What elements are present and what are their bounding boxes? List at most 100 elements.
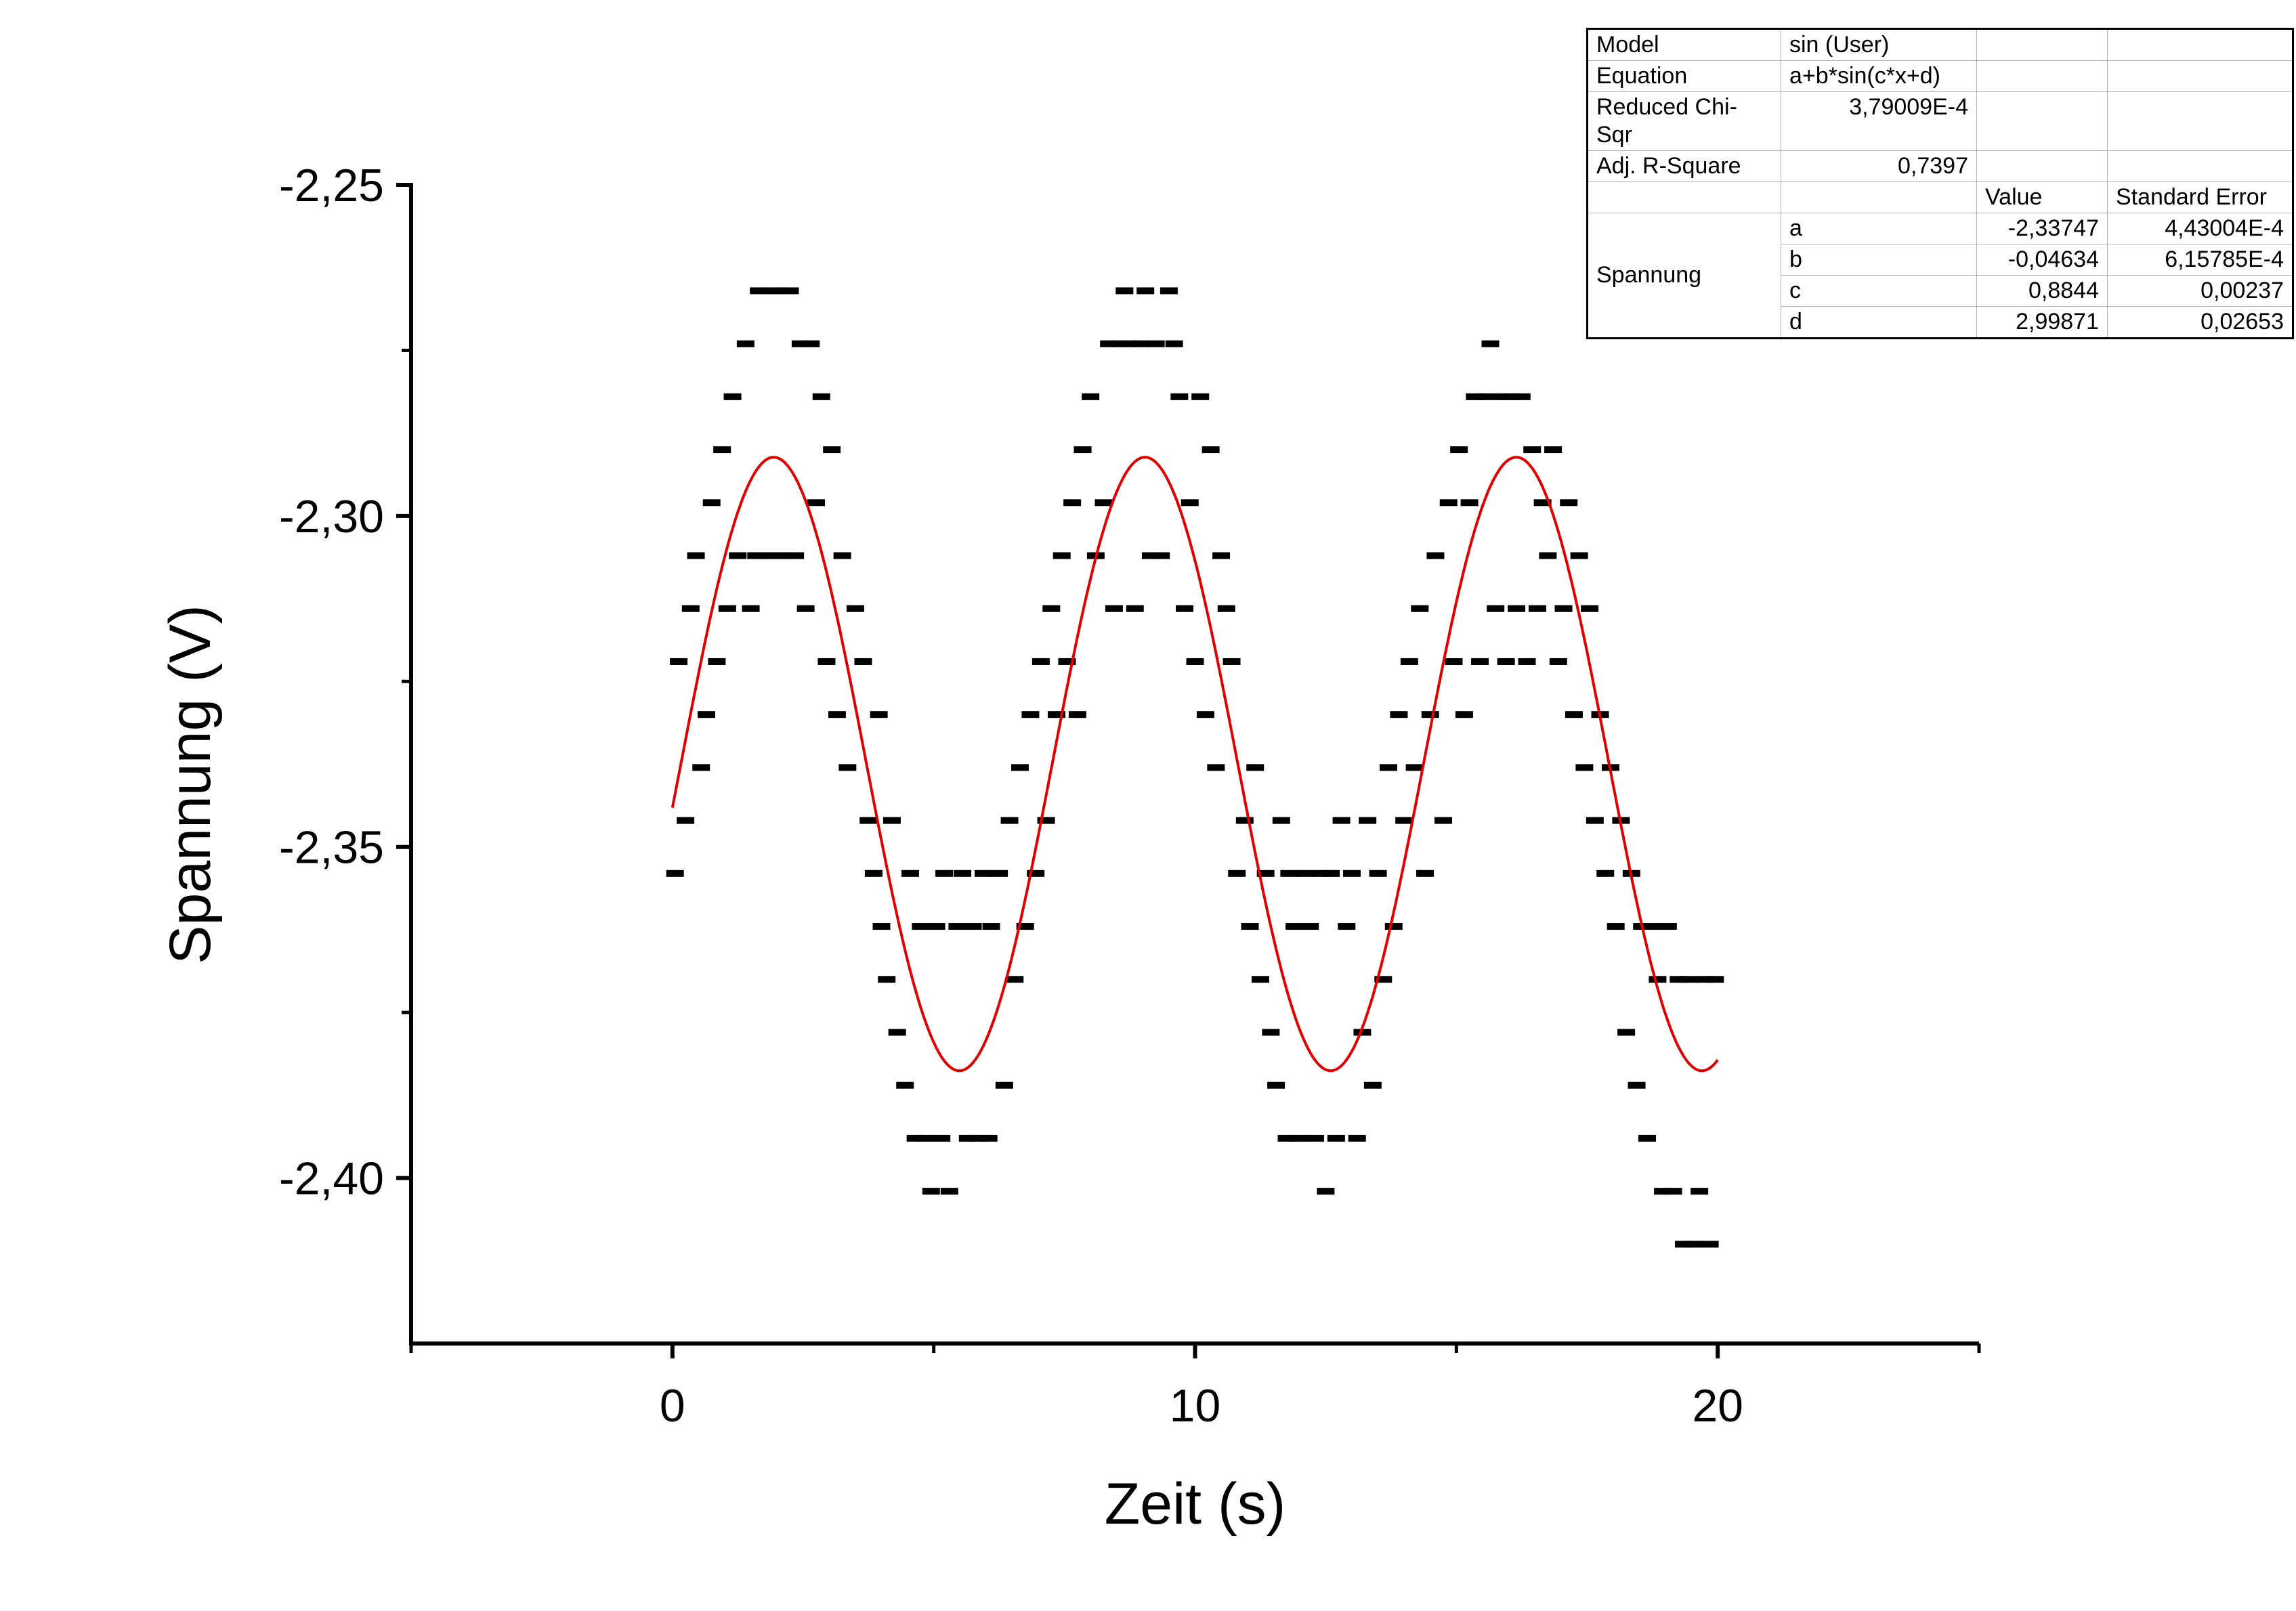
data-point: [702, 499, 721, 507]
y-tick-label: -2,35: [279, 822, 384, 874]
data-point: [901, 869, 919, 877]
data-point: [969, 1134, 987, 1142]
data-point: [1374, 976, 1393, 983]
data-point: [1176, 605, 1194, 612]
data-point: [833, 552, 851, 559]
data-point: [906, 1134, 924, 1142]
data-point: [775, 552, 794, 559]
data-point: [964, 923, 982, 930]
data-point: [1497, 658, 1515, 665]
data-point: [872, 923, 891, 930]
data-point: [1037, 817, 1055, 824]
param-value: 2,99871: [1976, 306, 2108, 339]
data-point: [802, 340, 820, 347]
data-point: [1405, 764, 1424, 771]
data-point: [1539, 552, 1557, 559]
param-error: 4,43004E-4: [2107, 213, 2293, 244]
data-point: [1445, 658, 1463, 665]
data-point: [1607, 923, 1625, 930]
x-tick-label: 20: [1692, 1380, 1743, 1432]
data-point: [982, 923, 1000, 930]
data-point: [771, 287, 789, 295]
data-point: [1115, 287, 1134, 295]
data-point: [1544, 446, 1562, 454]
data-point: [859, 817, 878, 824]
data-point: [1471, 658, 1489, 665]
data-point: [940, 1188, 958, 1195]
table-row: Reduced Chi-Sqr 3,79009E-4: [1587, 91, 2293, 151]
data-point: [1000, 817, 1019, 824]
data-point: [1285, 923, 1304, 930]
data-point: [1152, 552, 1170, 559]
data-point: [1701, 1241, 1719, 1248]
data-point: [1363, 1081, 1382, 1089]
data-point: [1575, 764, 1594, 771]
data-point: [878, 976, 896, 983]
model-value: sin (User): [1781, 28, 1977, 61]
data-point: [1021, 711, 1040, 718]
data-point: [1581, 605, 1599, 612]
data-point: [1434, 817, 1453, 824]
data-point: [1549, 658, 1567, 665]
data-point: [677, 817, 695, 824]
data-point: [1296, 869, 1314, 877]
data-point: [1554, 605, 1573, 612]
model-label: Model: [1587, 28, 1781, 61]
data-point: [1390, 711, 1408, 718]
data-point: [708, 658, 726, 665]
data-point: [917, 1134, 935, 1142]
y-axis-title: Spannung (V): [158, 605, 223, 964]
data-point: [1121, 340, 1139, 347]
data-point: [1217, 605, 1235, 612]
data-point: [1196, 711, 1214, 718]
data-point: [807, 499, 826, 507]
data-point: [1680, 976, 1698, 983]
data-point: [828, 711, 846, 718]
group-label: Spannung: [1587, 213, 1781, 339]
data-point: [1439, 499, 1458, 507]
data-point: [1518, 658, 1536, 665]
y-tick-label: -2,40: [279, 1153, 384, 1205]
data-point: [1032, 658, 1050, 665]
rsquare-label: Adj. R-Square: [1587, 150, 1781, 182]
data-point: [1649, 976, 1667, 983]
data-point: [754, 552, 773, 559]
data-point: [1212, 552, 1231, 559]
error-header: Standard Error: [2107, 181, 2293, 213]
data-point: [1027, 869, 1045, 877]
data-point: [1695, 976, 1714, 983]
data-point: [1063, 499, 1082, 507]
data-point: [1160, 287, 1178, 295]
data-point: [1664, 1188, 1682, 1195]
param-error: 0,00237: [2107, 275, 2293, 307]
data-point: [1016, 923, 1034, 930]
table-row: c 0,8844 0,00237: [1588, 275, 2293, 307]
data-point: [979, 1134, 998, 1142]
data-point: [1094, 499, 1113, 507]
data-point: [1306, 1134, 1324, 1142]
data-point: [1565, 711, 1583, 718]
data-point: [974, 869, 992, 877]
data-point: [1570, 552, 1588, 559]
table-row: Value Standard Error: [1587, 181, 2293, 213]
data-point: [765, 552, 784, 559]
data-point: [888, 1029, 906, 1036]
param-error: 0,02653: [2107, 306, 2293, 339]
data-point: [1596, 869, 1615, 877]
table-row: b -0,04634 6,15785E-4: [1588, 244, 2293, 276]
data-point: [718, 605, 736, 612]
table-row: Model sin (User): [1587, 28, 2293, 61]
data-point: [1110, 340, 1128, 347]
param-value: -0,04634: [1976, 244, 2108, 276]
data-point: [1147, 340, 1165, 347]
data-point: [1073, 446, 1092, 454]
data-point: [1380, 764, 1398, 771]
table-row: Spannung a -2,33747 4,43004E-4: [1587, 213, 2293, 339]
data-point: [995, 1081, 1013, 1089]
data-point: [742, 605, 760, 612]
data-point: [1476, 393, 1494, 400]
data-point: [1384, 923, 1403, 930]
data-point: [1502, 393, 1521, 400]
param-name: b: [1781, 244, 1977, 276]
data-point: [1369, 869, 1387, 877]
